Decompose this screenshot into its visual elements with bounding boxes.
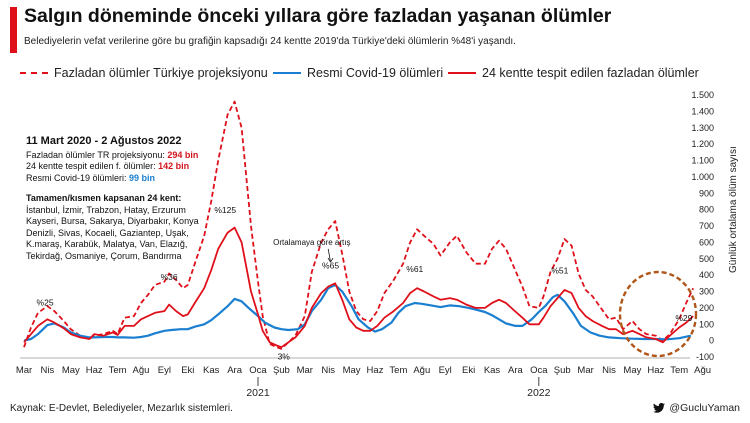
x-tick-label: Mar xyxy=(577,365,593,376)
x-tick-label: Tem xyxy=(109,365,127,376)
annotation-label: %125 xyxy=(214,205,236,215)
year-label: 2021 xyxy=(246,387,270,399)
annotation-label: %29 xyxy=(675,313,692,323)
annotation-arrow xyxy=(327,248,331,263)
legend-label-excess-24: 24 kentte tespit edilen fazladan ölümler xyxy=(482,66,699,80)
twitter-bird-icon xyxy=(653,403,666,413)
x-tick-label: Tem xyxy=(389,365,407,376)
x-tick-label: Haz xyxy=(86,365,103,376)
legend-swatch-blue xyxy=(273,72,301,74)
info-line-covid-value: 99 bin xyxy=(129,172,156,183)
x-tick-label: Nis xyxy=(602,365,616,376)
series-line-covid xyxy=(23,283,692,342)
legend-item-covid: Resmi Covid-19 ölümleri xyxy=(273,66,443,80)
x-tick-label: Şub xyxy=(554,365,571,376)
x-tick-label: Nis xyxy=(41,365,55,376)
y-tick-label: 1.000 xyxy=(691,172,714,182)
chart-legend: Fazladan ölümler Türkiye projeksiyonu Re… xyxy=(18,66,738,88)
annotation-label: %36 xyxy=(161,272,178,282)
y-tick-label: 800 xyxy=(699,205,714,215)
info-period: 11 Mart 2020 - 2 Ağustos 2022 xyxy=(26,135,182,147)
title-accent-bar xyxy=(10,7,17,53)
annotation-label: %61 xyxy=(406,264,423,274)
x-tick-label: May xyxy=(623,365,641,376)
chart-title: Salgın döneminde önceki yıllara göre faz… xyxy=(24,5,612,27)
y-tick-label: 200 xyxy=(699,303,714,313)
source-note: Kaynak: E-Devlet, Belediyeler, Mezarlık … xyxy=(10,403,233,414)
x-tick-label: Ara xyxy=(508,365,524,376)
y-tick-label: -100 xyxy=(696,352,714,362)
highlight-circle xyxy=(618,270,698,358)
chart-subtitle: Belediyelerin vefat verilerine göre bu g… xyxy=(24,36,516,47)
y-tick-label: 700 xyxy=(699,221,714,231)
annotation-label: %65 xyxy=(322,261,339,271)
y-tick-label: 500 xyxy=(699,254,714,264)
y-tick-label: 1.100 xyxy=(691,156,714,166)
legend-swatch-dashed-red xyxy=(20,72,48,74)
info-line-covid: Resmi Covid-19 ölümleri: 99 bin xyxy=(26,173,206,185)
series-line-excess-tr xyxy=(23,100,695,350)
y-tick-label: 100 xyxy=(699,319,714,329)
y-tick-label: 600 xyxy=(699,237,714,247)
author-handle: @GucluYaman xyxy=(669,402,740,414)
info-cities-list: İstanbul, İzmir, Trabzon, Hatay, Erzurum… xyxy=(26,204,199,261)
y-tick-label: 400 xyxy=(699,270,714,280)
x-tick-label: Kas xyxy=(484,365,501,376)
x-tick-label: Mar xyxy=(16,365,32,376)
x-tick-label: Eki xyxy=(462,365,475,376)
y-tick-label: 1.300 xyxy=(691,123,714,133)
info-line-24-label: 24 kentte tespit edilen f. ölümler: xyxy=(26,161,159,171)
x-tick-label: Şub xyxy=(273,365,290,376)
x-tick-label: Nis xyxy=(321,365,335,376)
annotation-arrow-head xyxy=(327,257,334,263)
x-tick-label: Haz xyxy=(367,365,384,376)
y-tick-label: 0 xyxy=(709,336,714,346)
info-line-tr-label: Fazladan ölümler TR projeksiyonu: xyxy=(26,149,168,160)
annotation-label: %25 xyxy=(37,297,54,307)
annotation-label: 3% xyxy=(278,351,291,361)
x-tick-label: Eyl xyxy=(158,365,171,376)
y-tick-label: 1.200 xyxy=(691,139,714,149)
x-tick-label: Tem xyxy=(670,365,688,376)
y-tick-label: 1.400 xyxy=(691,106,714,116)
annotation-label: Ortalamaya göre artış xyxy=(273,238,350,247)
info-line-covid-label: Resmi Covid-19 ölümleri: xyxy=(26,172,130,183)
x-tick-label: May xyxy=(343,365,361,376)
legend-item-excess-24: 24 kentte tespit edilen fazladan ölümler xyxy=(448,66,699,80)
x-tick-label: Eki xyxy=(181,365,194,376)
x-tick-label: May xyxy=(62,365,80,376)
x-tick-label: Ağu xyxy=(694,365,711,376)
x-tick-label: Oca xyxy=(530,365,548,376)
y-axis-title: Günlük ortalama ölüm sayısı xyxy=(728,146,739,273)
x-tick-label: Eyl xyxy=(439,365,452,376)
x-tick-label: Mar xyxy=(297,365,313,376)
author-credit: @GucluYaman xyxy=(653,402,740,414)
legend-label-excess-tr: Fazladan ölümler Türkiye projeksiyonu xyxy=(54,66,268,80)
y-tick-label: 300 xyxy=(699,287,714,297)
legend-swatch-red xyxy=(448,72,476,74)
info-line-24: 24 kentte tespit edilen f. ölümler: 142 … xyxy=(26,161,206,173)
y-tick-label: 900 xyxy=(699,188,714,198)
info-line-tr-value: 294 bin xyxy=(167,149,199,160)
y-tick-label: 1.500 xyxy=(691,90,714,100)
series-line-excess-24 xyxy=(23,226,694,349)
legend-item-excess-tr: Fazladan ölümler Türkiye projeksiyonu xyxy=(20,66,268,80)
x-tick-label: Ağu xyxy=(133,365,150,376)
info-box: 11 Mart 2020 - 2 Ağustos 2022 Fazladan ö… xyxy=(26,135,206,262)
x-tick-label: Kas xyxy=(203,365,220,376)
x-tick-label: Ara xyxy=(227,365,243,376)
legend-label-covid: Resmi Covid-19 ölümleri xyxy=(307,66,444,80)
x-tick-label: Ağu xyxy=(413,365,430,376)
year-label: 2022 xyxy=(527,387,551,399)
x-tick-label: Haz xyxy=(647,365,664,376)
x-tick-label: Oca xyxy=(249,365,267,376)
info-cities-title: Tamamen/kısmen kapsanan 24 kent: xyxy=(26,193,182,203)
annotation-label: %51 xyxy=(551,265,568,275)
info-line-24-value: 142 bin xyxy=(158,161,190,171)
info-line-tr: Fazladan ölümler TR projeksiyonu: 294 bi… xyxy=(26,150,206,162)
